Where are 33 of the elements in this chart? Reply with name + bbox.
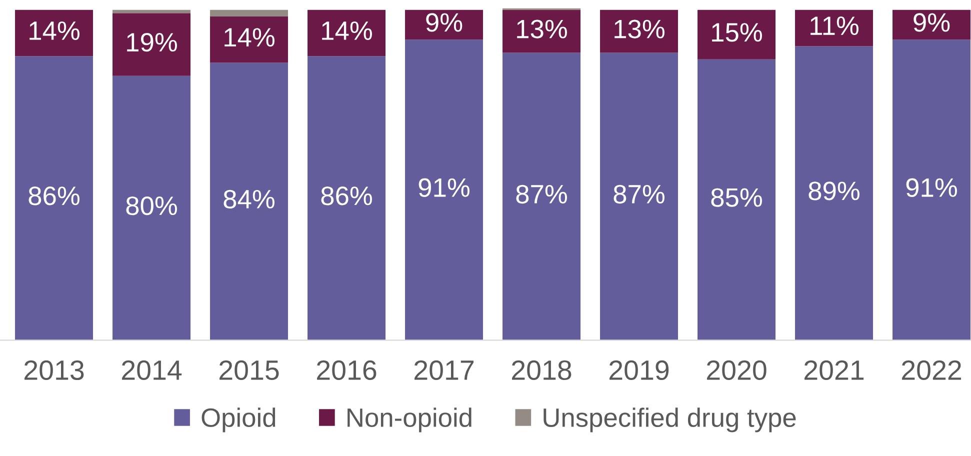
data-label: 80% — [126, 196, 177, 216]
data-label: 85% — [711, 188, 762, 207]
data-label: 13% — [614, 20, 664, 38]
x-tick-label: 2022 — [902, 360, 962, 380]
data-label: 14% — [224, 28, 274, 47]
x-tick-label: 2021 — [804, 360, 864, 380]
data-label: 91% — [906, 178, 957, 197]
data-label: 87% — [614, 184, 664, 204]
data-label: 84% — [224, 190, 274, 209]
data-label: 13% — [517, 20, 567, 38]
data-label: 14% — [322, 21, 372, 40]
legend-label: Opioid — [202, 408, 276, 432]
x-tick-label: 2013 — [24, 360, 84, 380]
data-label: 86% — [28, 186, 80, 206]
data-label: 87% — [516, 184, 567, 204]
data-label: 9% — [914, 13, 950, 32]
x-tick-label: 2019 — [610, 360, 669, 380]
x-tick-label: 2014 — [122, 360, 182, 380]
x-tick-label: 2017 — [414, 360, 474, 380]
x-tick-label: 2018 — [512, 360, 572, 380]
data-label: 91% — [418, 178, 470, 197]
data-label: 9% — [426, 13, 462, 32]
legend-label: Non-opioid — [348, 408, 472, 432]
data-label: 89% — [808, 182, 860, 200]
data-label: 11% — [810, 16, 859, 36]
data-label: 14% — [30, 21, 80, 40]
legend-label: Unspecified drug type — [544, 408, 796, 432]
data-label: 19% — [127, 32, 177, 52]
x-tick-label: 2015 — [220, 360, 279, 380]
x-tick-label: 2016 — [317, 360, 376, 380]
x-tick-label: 2020 — [707, 360, 766, 380]
data-label: 15% — [712, 23, 762, 42]
data-label: 86% — [321, 186, 372, 206]
